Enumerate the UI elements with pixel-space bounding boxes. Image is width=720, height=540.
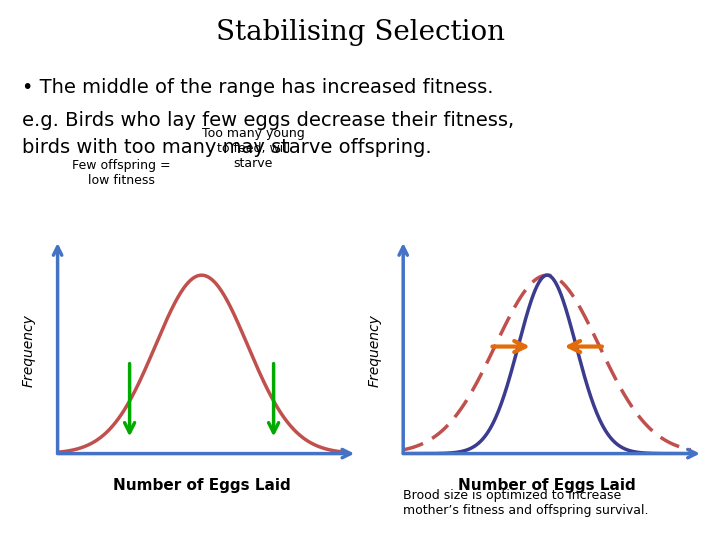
Text: Few offspring =
low fitness: Few offspring = low fitness: [72, 159, 170, 187]
Text: Frequency: Frequency: [22, 315, 36, 387]
Text: Stabilising Selection: Stabilising Selection: [215, 19, 505, 46]
Text: Frequency: Frequency: [367, 315, 382, 387]
Text: Too many young
to feed, will
starve: Too many young to feed, will starve: [202, 127, 305, 171]
Text: • The middle of the range has increased fitness.: • The middle of the range has increased …: [22, 78, 493, 97]
Text: birds with too many may starve offspring.: birds with too many may starve offspring…: [22, 138, 431, 157]
Text: Number of Eggs Laid: Number of Eggs Laid: [113, 478, 290, 493]
Text: Number of Eggs Laid: Number of Eggs Laid: [459, 478, 636, 493]
Text: e.g. Birds who lay few eggs decrease their fitness,: e.g. Birds who lay few eggs decrease the…: [22, 111, 514, 130]
Text: Brood size is optimized to increase
mother’s fitness and offspring survival.: Brood size is optimized to increase moth…: [403, 489, 649, 517]
